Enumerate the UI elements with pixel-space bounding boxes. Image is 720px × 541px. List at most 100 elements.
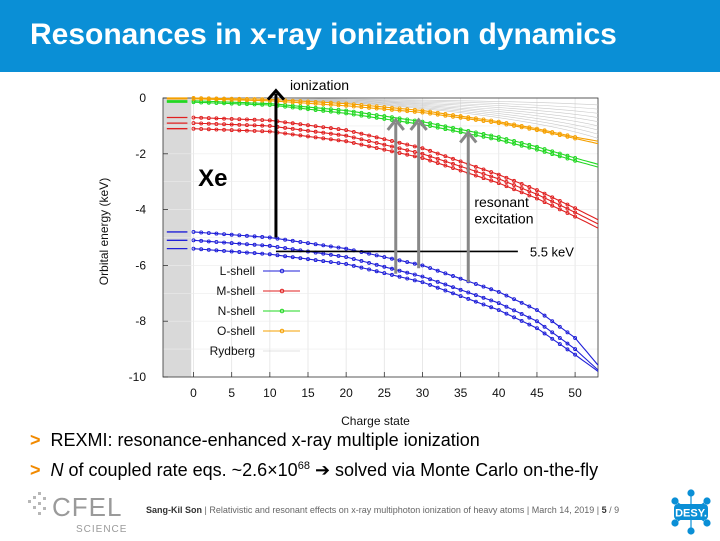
- m-shell-point: [542, 195, 547, 200]
- m-shell-point: [565, 210, 570, 215]
- n-shell-point: [519, 143, 524, 148]
- m-shell-point: [573, 214, 578, 219]
- footer-talk: Relativistic and resonant effects on x-r…: [209, 505, 525, 515]
- n-shell-point: [527, 145, 532, 150]
- m-shell-point: [191, 115, 196, 120]
- o-shell-point: [367, 105, 372, 110]
- legend-marker: [279, 268, 285, 274]
- m-shell-point: [389, 149, 394, 154]
- m-shell-point: [428, 158, 433, 163]
- m-shell-point: [290, 121, 295, 126]
- o-shell-point: [473, 117, 478, 122]
- desy-logo-text: DESY.: [675, 508, 707, 520]
- o-shell-point: [321, 102, 326, 107]
- o-shell-point: [428, 111, 433, 116]
- n-shell-point: [496, 137, 501, 142]
- m-shell-point: [244, 128, 249, 133]
- l-shell-point: [389, 272, 394, 277]
- m-shell-point: [313, 129, 318, 134]
- l-shell-point: [443, 288, 448, 293]
- l-shell-point: [229, 241, 234, 246]
- m-shell-point: [519, 190, 524, 195]
- m-shell-point: [382, 147, 387, 152]
- n-shell-point: [260, 102, 265, 107]
- l-shell-point: [328, 244, 333, 249]
- m-shell-point: [359, 131, 364, 136]
- l-shell-point: [397, 274, 402, 279]
- m-shell-point: [374, 145, 379, 150]
- m-shell-point: [306, 123, 310, 128]
- bullet-text: REXMI: resonance-enhanced x-ray multiple…: [50, 430, 480, 450]
- l-shell-point: [496, 289, 501, 294]
- o-shell-point: [374, 104, 379, 109]
- m-shell-point: [222, 127, 227, 132]
- l-shell-point: [237, 250, 242, 254]
- n-shell-point: [458, 130, 463, 135]
- l-shell-point: [557, 324, 562, 329]
- m-shell-point: [374, 135, 379, 140]
- l-shell-point: [222, 240, 227, 245]
- l-shell-point: [336, 253, 341, 258]
- m-shell-point: [328, 137, 333, 142]
- l-shell-point: [206, 239, 211, 244]
- o-shell-point: [512, 123, 517, 128]
- l-shell-point: [504, 311, 509, 316]
- o-shell-point: [298, 100, 303, 105]
- m-shell-point: [412, 150, 417, 154]
- m-shell-point: [473, 164, 478, 169]
- m-shell-point: [458, 164, 463, 169]
- l-shell-point: [428, 266, 433, 271]
- l-shell-point: [458, 287, 463, 292]
- n-shell-point: [313, 108, 318, 112]
- l-shell-point: [542, 324, 547, 329]
- l-shell-point: [412, 278, 417, 283]
- m-shell-point: [542, 200, 547, 205]
- m-shell-point: [519, 181, 524, 186]
- m-shell-point: [237, 122, 242, 127]
- n-shell-point: [229, 101, 234, 106]
- m-shell-point: [573, 206, 578, 211]
- l-shell-point: [489, 298, 494, 303]
- l-shell-point: [359, 258, 364, 263]
- m-shell-point: [557, 207, 562, 212]
- l-shell-point: [542, 331, 547, 336]
- l-shell-point: [435, 285, 440, 290]
- l-shell-point: [435, 268, 440, 273]
- y-tick-label: -8: [135, 314, 146, 328]
- l-shell-point: [466, 290, 471, 295]
- x-tick-label: 10: [263, 386, 277, 400]
- l-shell-point: [229, 232, 234, 237]
- legend-marker: [279, 308, 285, 314]
- l-shell-point: [252, 251, 257, 256]
- n-shell-point: [435, 125, 440, 130]
- o-shell-point: [481, 119, 486, 123]
- n-shell-point: [504, 139, 509, 144]
- l-shell-point: [336, 245, 341, 250]
- m-shell-point: [252, 123, 257, 128]
- o-shell-point: [466, 116, 471, 121]
- n-shell-point: [344, 111, 349, 116]
- o-shell-point: [496, 121, 501, 126]
- n-shell-point: [237, 101, 242, 106]
- footer-author: Sang-Kil Son: [146, 505, 202, 515]
- resonant-arrow-head: [409, 117, 428, 131]
- o-shell-point: [214, 97, 219, 102]
- o-shell-point: [519, 125, 524, 130]
- o-shell-point: [489, 120, 494, 124]
- l-shell-point: [534, 308, 539, 312]
- legend-label: M-shell: [216, 284, 255, 298]
- o-shell-point: [199, 97, 204, 101]
- n-shell-point: [573, 158, 578, 163]
- m-shell-point: [344, 128, 349, 133]
- l-shell-point: [542, 313, 547, 318]
- n-shell-point: [428, 124, 433, 128]
- l-shell-point: [405, 270, 410, 275]
- x-tick-label: 15: [301, 386, 315, 400]
- m-shell-point: [206, 127, 211, 132]
- x-tick-label: 50: [568, 386, 582, 400]
- n-shell-point: [321, 106, 326, 111]
- slide-title: Resonances in x-ray ionization dynamics: [30, 18, 617, 51]
- l-shell-point: [206, 231, 211, 235]
- l-shell-point: [344, 246, 349, 251]
- x-tick-label: 45: [530, 386, 544, 400]
